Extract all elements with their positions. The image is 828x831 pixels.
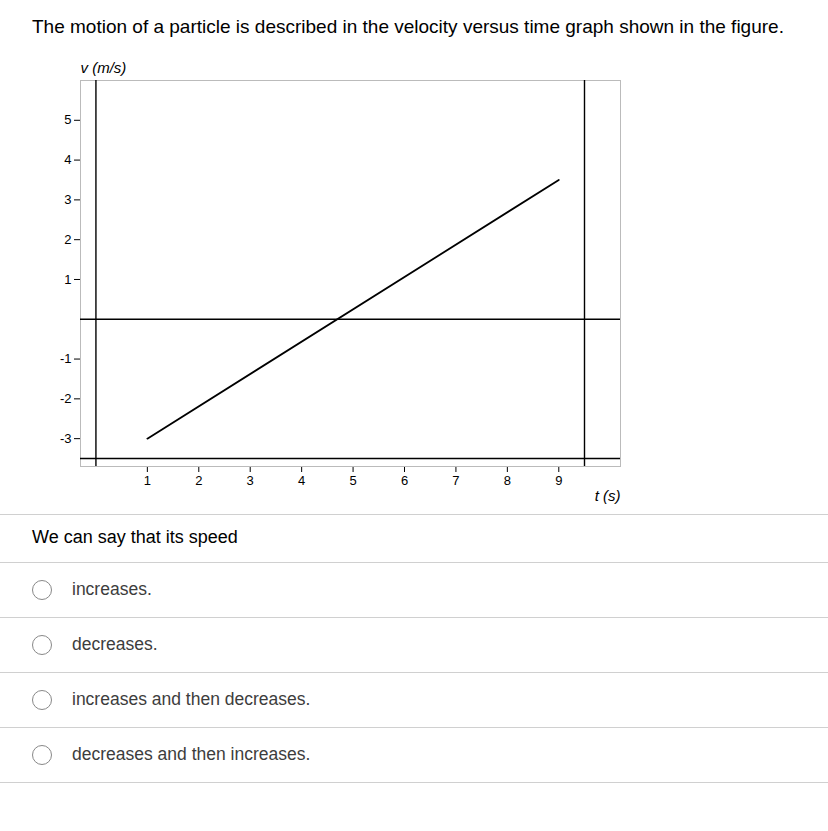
svg-text:-2: -2: [60, 391, 72, 406]
html-text:We can say that its speed: We can say that its speed: [32, 526, 238, 547]
svg-text:5: 5: [64, 112, 71, 127]
html-text:increases.: increases.: [72, 579, 152, 600]
svg-text:-3: -3: [60, 430, 72, 445]
svg-text:2: 2: [64, 231, 71, 246]
svg-text:1: 1: [144, 472, 151, 487]
svg-text:1: 1: [64, 271, 71, 286]
svg-text:7: 7: [452, 472, 459, 487]
html-text:The motion of a particle is de: The motion of a particle is described in…: [32, 16, 784, 37]
svg-text:v (m/s): v (m/s): [81, 59, 127, 76]
svg-text:6: 6: [401, 472, 408, 487]
svg-text:4: 4: [298, 472, 305, 487]
html-text:decreases.: decreases.: [72, 634, 158, 655]
svg-text:4: 4: [64, 152, 71, 167]
svg-text:5: 5: [349, 472, 356, 487]
svg-text:2: 2: [195, 472, 202, 487]
html-text:increases and then decreases.: increases and then decreases.: [72, 689, 311, 710]
svg-text:-1: -1: [60, 351, 72, 366]
html-text:decreases and then increases.: decreases and then increases.: [72, 744, 311, 765]
svg-text:3: 3: [64, 192, 71, 207]
svg-text:3: 3: [247, 472, 254, 487]
svg-text:9: 9: [555, 472, 562, 487]
svg-text:t (s): t (s): [595, 486, 621, 503]
svg-text:8: 8: [504, 472, 511, 487]
